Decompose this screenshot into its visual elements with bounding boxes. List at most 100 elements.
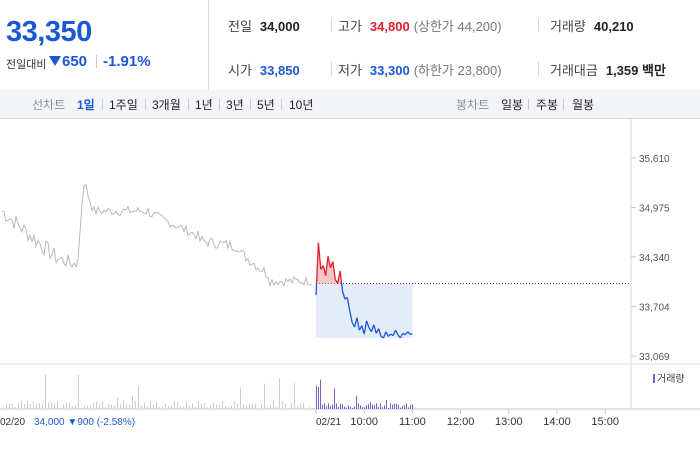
prev-close-label: 전일 — [228, 19, 252, 34]
today-volume-bar — [324, 403, 325, 409]
tab-monthly-candle[interactable]: 월봉 — [572, 98, 595, 112]
price-segment-up — [317, 242, 322, 270]
today-volume-bar — [410, 404, 411, 409]
previous-day-volume-bar — [150, 400, 151, 409]
previous-day-volume-bar — [306, 407, 307, 409]
y-tick-label: 33,704 — [639, 303, 670, 314]
previous-day-volume-bar — [189, 405, 190, 409]
today-volume-bar — [374, 405, 375, 409]
previous-day-volume-bar — [45, 374, 46, 409]
previous-day-volume-bar — [159, 407, 160, 409]
price-segment-down — [373, 324, 377, 334]
today-volume-bar — [340, 403, 341, 409]
previous-day-volume-bar — [120, 404, 121, 409]
previous-day-volume-bar — [282, 401, 283, 409]
chart-grid — [0, 119, 700, 410]
tab-1y[interactable]: 1년 — [195, 98, 213, 112]
previous-day-volume-bar — [6, 404, 7, 409]
today-volume-bar — [394, 403, 395, 409]
previous-day-volume-bar — [213, 401, 214, 409]
previous-day-volume-bar — [204, 403, 205, 409]
previous-day-volume-bar — [273, 400, 274, 409]
tab-1d[interactable]: 1일 — [77, 98, 95, 112]
down-triangle-icon — [49, 56, 61, 66]
price-segment-down — [387, 333, 392, 337]
price-box: 33,350 전일대비 650 -1.91% — [0, 0, 209, 90]
previous-day-volume-bar — [291, 403, 292, 409]
previous-day-volume-bar — [42, 404, 43, 409]
previous-day-volume-bar — [132, 395, 133, 409]
previous-day-volume-bar — [240, 387, 241, 409]
previous-day-volume-bar — [126, 404, 127, 409]
price-segment-up — [339, 270, 343, 284]
previous-day-volume-bar — [297, 405, 298, 409]
volume-legend-swatch — [653, 374, 655, 383]
previous-day-volume-bar — [30, 404, 31, 409]
previous-day-volume-bar — [39, 402, 40, 409]
previous-day-volume-bar — [276, 406, 277, 409]
tab-3m[interactable]: 3개월 — [152, 98, 181, 112]
previous-day-price-line — [1, 184, 313, 288]
previous-day-volume-bar — [156, 401, 157, 409]
price-segment-down — [356, 317, 361, 331]
previous-day-volume-bar — [285, 403, 286, 409]
x-tick-label: 11:00 — [399, 416, 426, 428]
tab-3y[interactable]: 3년 — [226, 98, 244, 112]
previous-day-volume-bar — [141, 405, 142, 409]
today-volume-bar — [358, 403, 359, 409]
previous-day-volume-bar — [312, 407, 313, 409]
tab-weekly-candle[interactable]: 주봉 — [536, 98, 559, 112]
today-volume-bar — [378, 406, 379, 409]
today-volume-bar — [368, 404, 369, 409]
today-volume-bar — [332, 404, 333, 409]
change-amount: 650 — [62, 53, 88, 70]
previous-day-volume-bar — [261, 404, 262, 409]
divider — [250, 99, 251, 110]
tab-daily-candle[interactable]: 일봉 — [501, 98, 524, 112]
previous-day-volume-bar — [81, 407, 82, 409]
previous-day-volume-bar — [267, 407, 268, 409]
today-volume-bar — [344, 406, 345, 409]
previous-day-volume-bar — [195, 407, 196, 409]
volume-stat: 거래량 40,210 — [550, 16, 634, 35]
previous-day-volume-bar — [54, 403, 55, 409]
today-volume-bar — [384, 405, 385, 409]
today-volume-bar — [354, 406, 355, 409]
y-tick-label: 35,610 — [639, 154, 670, 165]
volume-bars: 거래량 — [316, 373, 685, 409]
today-area — [315, 242, 631, 339]
previous-day-volume-bar — [69, 402, 70, 409]
previous-day-volume-bar — [129, 404, 130, 409]
today-volume-bar — [392, 404, 393, 409]
today-volume-bar — [350, 406, 351, 409]
today-volume-bar — [400, 407, 401, 409]
today-volume-bar — [320, 379, 321, 409]
prev-day-info: 34,000 ▼900 (-2.58%) — [34, 417, 135, 428]
today-volume-bar — [402, 405, 403, 409]
previous-day-volume-bar — [57, 400, 58, 409]
time-axis: 10:00 11:00 12:00 13:00 14:00 15:00 02/20 34,00… — [0, 409, 619, 428]
volume-legend-label: 거래량 — [657, 373, 685, 385]
current-price: 33,350 — [6, 16, 92, 48]
y-tick-label: 34,340 — [639, 253, 670, 264]
divider — [96, 55, 97, 68]
divider — [188, 99, 189, 110]
price-segment-up — [315, 242, 320, 284]
previous-day-volume-bar — [99, 405, 100, 409]
tab-5y[interactable]: 5년 — [257, 98, 275, 112]
price-segment-down — [382, 331, 387, 339]
change-rate: -1.91% — [103, 53, 151, 70]
tab-1w[interactable]: 1주일 — [109, 98, 138, 112]
line-chart-group-label: 선차트 — [32, 98, 66, 112]
y-tick-label: 34,975 — [639, 203, 670, 214]
above-reference-fill — [320, 265, 324, 284]
price-segment-down — [315, 283, 318, 296]
tab-10y[interactable]: 10년 — [289, 98, 314, 112]
price-segment-down — [353, 317, 358, 328]
low-value: 33,300 — [369, 63, 410, 78]
today-volume-bar — [334, 388, 335, 409]
candle-chart-group-label: 봉차트 — [456, 98, 490, 112]
lower-limit: (하한가 23,800) — [413, 63, 502, 78]
previous-day-volume-bar — [252, 403, 253, 409]
previous-day-volume-bar — [294, 383, 295, 409]
